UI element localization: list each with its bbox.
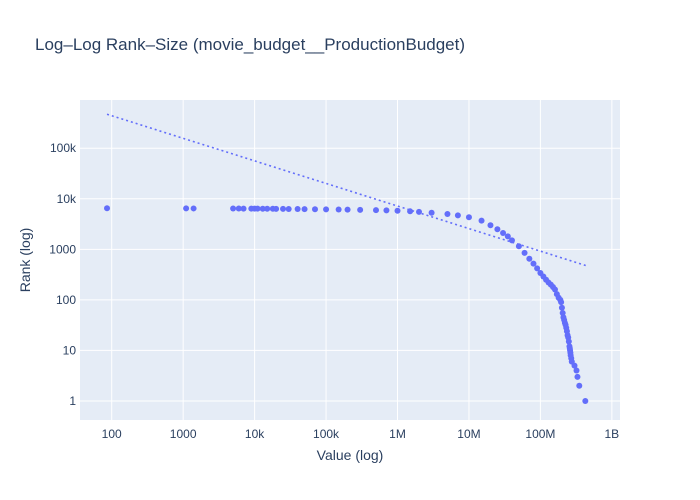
data-point <box>235 205 242 212</box>
data-point <box>576 382 583 389</box>
data-point <box>454 212 461 219</box>
data-point <box>571 362 578 369</box>
data-point <box>335 206 342 213</box>
data-point <box>494 226 501 233</box>
data-point <box>515 243 522 250</box>
data-point <box>323 206 330 213</box>
data-point <box>428 209 435 216</box>
x-tick-label: 1000 <box>170 427 197 441</box>
x-tick-label: 100k <box>313 427 340 441</box>
data-point <box>240 205 247 212</box>
data-point <box>416 208 423 215</box>
x-tick-label: 100M <box>525 427 555 441</box>
data-point <box>311 206 318 213</box>
y-tick-label: 100 <box>56 293 76 307</box>
data-point <box>559 309 566 316</box>
y-tick-label: 10k <box>57 192 77 206</box>
data-point <box>508 237 515 244</box>
y-tick-labels: 1 10 100 1000 10k 100k <box>49 141 77 408</box>
data-point <box>344 206 351 213</box>
y-tick-label: 10 <box>63 343 77 357</box>
data-point <box>558 299 565 306</box>
fit-line <box>106 113 588 267</box>
data-point <box>273 205 280 212</box>
x-tick-label: 10k <box>245 427 265 441</box>
data-point <box>301 206 308 213</box>
data-point <box>465 214 472 221</box>
chart-title: Log–Log Rank–Size (movie_budget__Product… <box>35 35 465 54</box>
data-point <box>504 233 511 240</box>
data-point <box>534 265 541 272</box>
data-point <box>264 205 271 212</box>
data-point <box>280 205 287 212</box>
x-tick-label: 100 <box>102 427 122 441</box>
data-point <box>478 217 485 224</box>
data-point <box>254 205 261 212</box>
data-point <box>357 206 364 213</box>
x-tick-labels: 100 1000 10k 100k 1M 10M 100M 1B <box>102 427 620 441</box>
y-tick-label: 100k <box>50 141 77 155</box>
data-point <box>530 260 537 267</box>
data-point <box>104 205 111 212</box>
data-point <box>294 206 301 213</box>
y-tick-label: 1 <box>69 394 76 408</box>
x-axis-title: Value (log) <box>317 447 384 463</box>
data-point <box>183 205 190 212</box>
grid-layer <box>80 100 620 420</box>
data-point <box>521 249 528 256</box>
x-tick-label: 1M <box>389 427 406 441</box>
data-point <box>285 205 292 212</box>
data-point <box>574 373 581 380</box>
y-tick-label: 1000 <box>49 242 76 256</box>
data-point <box>558 304 565 311</box>
marker-layer <box>104 205 589 404</box>
data-point <box>383 207 390 214</box>
data-point <box>190 205 197 212</box>
data-point <box>373 207 379 214</box>
data-point <box>444 210 451 217</box>
data-point <box>551 286 558 293</box>
data-point <box>526 255 533 262</box>
data-point <box>487 222 494 229</box>
data-point <box>407 208 414 215</box>
fit-line-layer <box>106 113 588 267</box>
data-point <box>565 338 572 345</box>
data-point <box>230 205 237 212</box>
y-axis-title: Rank (log) <box>17 228 33 293</box>
x-tick-label: 1B <box>605 427 620 441</box>
data-point <box>500 230 507 237</box>
data-point <box>394 207 401 214</box>
x-tick-label: 10M <box>457 427 480 441</box>
data-point <box>259 205 266 212</box>
data-point <box>573 367 580 374</box>
data-point <box>582 397 589 404</box>
